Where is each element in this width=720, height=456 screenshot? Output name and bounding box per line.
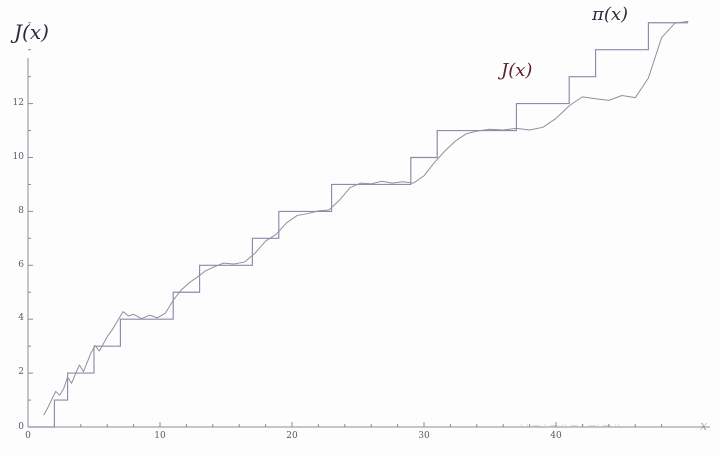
y-axis-title: J(x)	[14, 20, 49, 44]
x-tick-label: 30	[418, 431, 430, 441]
axis-watermark-overlay: · · — · — ·· — · —· — ··	[520, 421, 621, 430]
y-tick-label: 2	[18, 367, 24, 377]
y-tick-label: 6	[18, 260, 24, 270]
pi-step-curve	[28, 22, 688, 428]
y-tick-label: 12	[12, 98, 24, 108]
x-tick-label: 0	[25, 431, 31, 441]
y-tick-label: 10	[12, 152, 24, 162]
x-axis-ticks	[27, 422, 663, 427]
j-smooth-curve	[43, 20, 689, 416]
pi-curve-annotation: π(x)	[592, 4, 629, 25]
y-tick-label: 4	[18, 313, 24, 323]
x-tick-label: 20	[286, 431, 298, 441]
y-tick-label: 0	[18, 422, 24, 432]
x-axis-title: x	[700, 419, 708, 434]
j-curve-annotation: J(x)	[501, 60, 533, 81]
x-tick-label: 10	[154, 431, 166, 441]
y-axis-ticks	[28, 22, 33, 428]
x-tick-label: 40	[550, 431, 562, 441]
y-tick-label: 8	[18, 206, 24, 216]
axes-group	[27, 22, 710, 428]
